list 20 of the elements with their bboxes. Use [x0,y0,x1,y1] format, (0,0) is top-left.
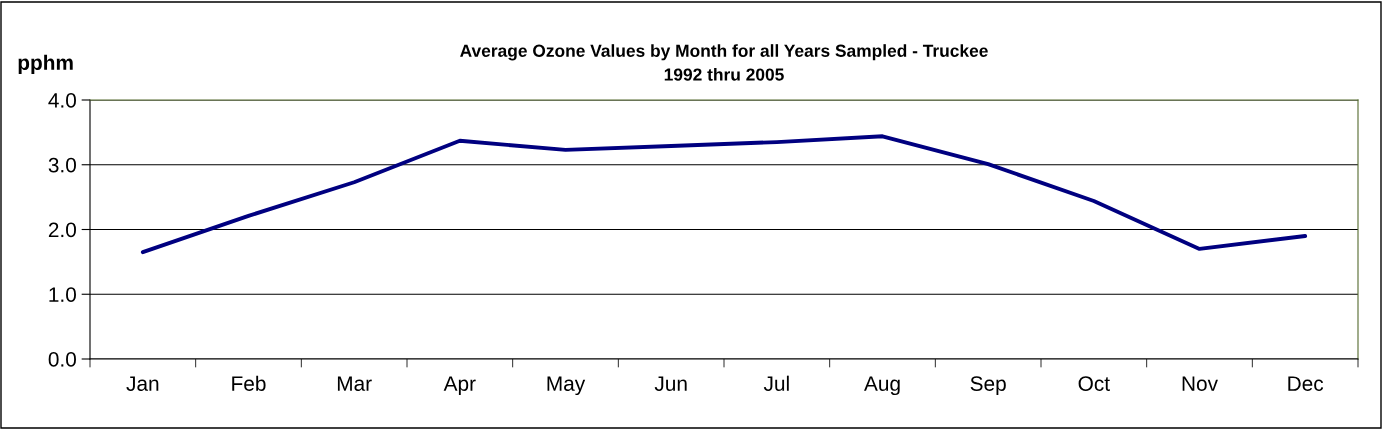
x-tick-label: Oct [1078,376,1110,391]
x-tick-label: Sep [970,376,1006,396]
x-tick-label: Jan [126,376,159,391]
x-tick-label: Apr [443,376,476,396]
x-tick-label: Feb [232,375,266,391]
x-tick-label: Nov [1182,376,1218,391]
chart-title: Average Ozone Values by Month for all Years Sampled - Truckee 1992 thru 2005 [460,44,988,81]
y-tick-label: 3.0 [48,157,76,173]
x-tick-label: Jul [763,375,789,391]
y-tick-label: 0.0 [48,352,76,367]
y-tick-label: 2.0 [48,222,76,238]
y-tick-label: 4.0 [48,93,76,108]
x-tick-label: Dec [1288,376,1324,391]
line-series [140,134,1308,255]
y-axis-title: pphm [18,54,73,75]
x-tick-label: Aug [864,376,900,396]
y-tick-label: 1.0 [49,287,76,302]
x-tick-label: Mar [337,376,372,391]
x-tick-label: Jun [654,376,687,391]
x-tick-label: May [547,376,586,396]
